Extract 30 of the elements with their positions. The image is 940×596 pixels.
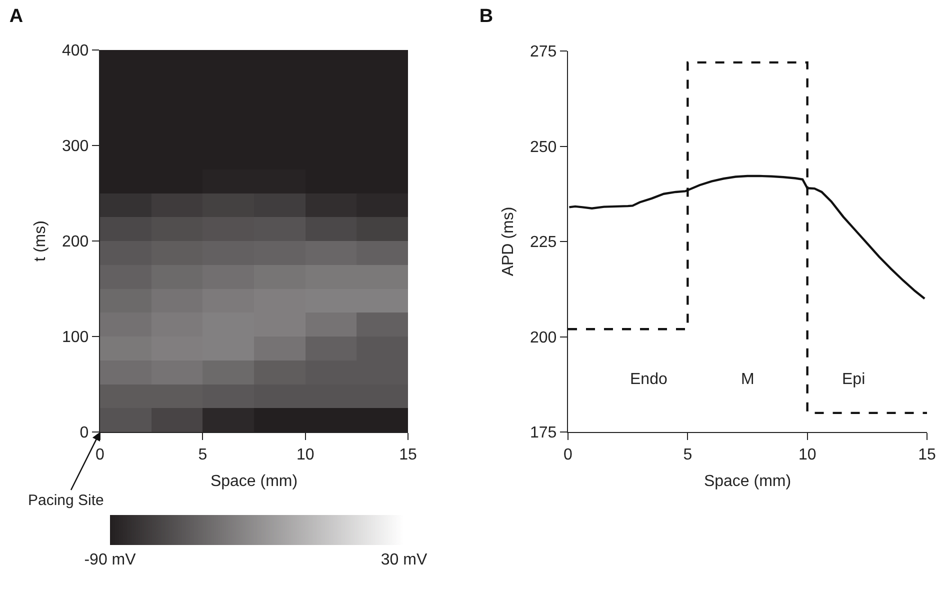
x-tick-label: 5 (683, 446, 692, 464)
y-tick-label: 100 (62, 329, 89, 346)
annotation: Endo (630, 371, 668, 388)
y-axis-title: t (ms) (32, 220, 49, 262)
x-tick-label: 15 (918, 446, 936, 464)
y-tick-label: 175 (530, 424, 557, 442)
y-tick-label: 200 (530, 329, 557, 346)
x-axis-title: Space (mm) (704, 473, 792, 490)
chart-title: A (9, 6, 24, 28)
text: Pacing Site (28, 492, 104, 509)
x-axis-title: Space (mm) (210, 473, 298, 490)
x-tick-label: 10 (296, 446, 314, 464)
y-tick-label: 300 (62, 138, 89, 156)
y-tick-label: 225 (530, 234, 557, 252)
x-tick-label: 0 (564, 446, 573, 464)
y-tick-label: 250 (530, 138, 557, 156)
x-tick-label: 0 (96, 446, 105, 464)
x-tick-label: 5 (198, 446, 208, 464)
x-tick-label: 10 (798, 446, 816, 464)
y-tick-label: 400 (62, 42, 89, 60)
color-bar-label: 30 mV (380, 552, 428, 569)
y-tick-label: 275 (530, 44, 557, 61)
y-axis-title: APD (ms) (500, 206, 517, 276)
x-tick-label: 15 (399, 446, 417, 464)
annotation: Epi (842, 371, 866, 388)
y-tick-label: 200 (62, 234, 89, 251)
annotation: M (741, 371, 754, 388)
chart-title: B (479, 6, 494, 28)
color-bar-label: -90 mV (84, 552, 136, 569)
y-tick-label: 0 (80, 424, 89, 442)
